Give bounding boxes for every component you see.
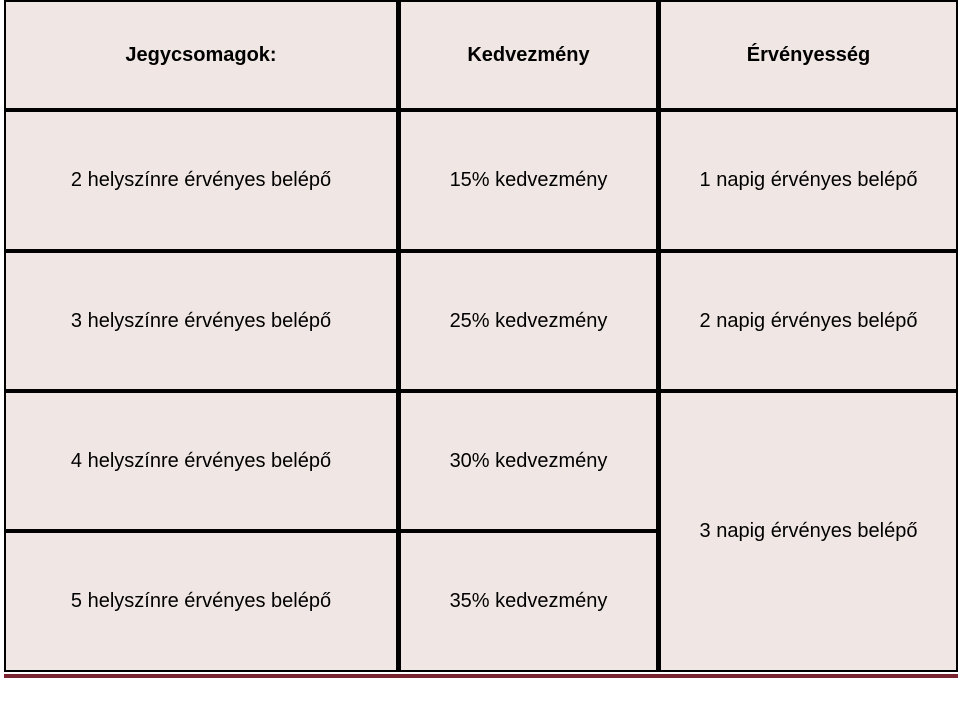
discount-cell: 25% kedvezmény [401, 253, 656, 389]
package-cell: 4 helyszínre érvényes belépő [6, 393, 396, 529]
validity-cell: 1 napig érvényes belépő [661, 112, 956, 249]
validity-cell: 3 napig érvényes belépő [661, 393, 956, 670]
package-cell: 3 helyszínre érvényes belépő [6, 253, 396, 389]
ticket-package-table: Jegycsomagok: Kedvezmény Érvényesség 2 h… [4, 0, 958, 672]
validity-cell: 2 napig érvényes belépő [661, 253, 956, 389]
package-cell: 5 helyszínre érvényes belépő [6, 533, 396, 670]
discount-cell: 15% kedvezmény [401, 112, 656, 249]
header-packages: Jegycsomagok: [6, 2, 396, 108]
package-cell: 2 helyszínre érvényes belépő [6, 112, 396, 249]
discount-cell: 35% kedvezmény [401, 533, 656, 670]
discount-cell: 30% kedvezmény [401, 393, 656, 529]
bottom-rule [4, 674, 958, 678]
header-discount: Kedvezmény [401, 2, 656, 108]
header-validity: Érvényesség [661, 2, 956, 108]
validity-cell-text: 3 napig érvényes belépő [699, 520, 918, 542]
